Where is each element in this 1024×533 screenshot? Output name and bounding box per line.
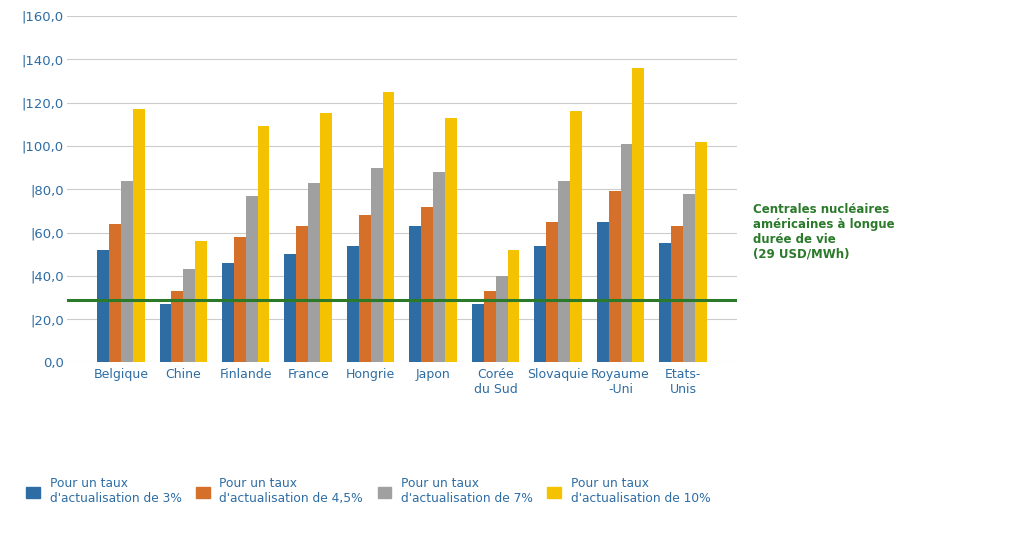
Bar	[633, 68, 644, 362]
Bar	[535, 246, 546, 362]
Bar	[472, 304, 483, 362]
Bar	[433, 172, 445, 362]
Bar	[410, 226, 421, 362]
Bar	[285, 254, 296, 362]
Bar	[483, 291, 496, 362]
Bar	[109, 224, 121, 362]
Bar	[133, 109, 144, 362]
Bar	[383, 92, 394, 362]
Bar	[558, 181, 570, 362]
Bar	[683, 193, 695, 362]
Bar	[358, 215, 371, 362]
Bar	[296, 226, 308, 362]
Bar	[171, 291, 183, 362]
Bar	[321, 114, 332, 362]
Bar	[183, 269, 196, 362]
Bar	[496, 276, 508, 362]
Text: Centrales nucléaires
américaines à longue
durée de vie
(29 USD/MWh): Centrales nucléaires américaines à longu…	[753, 203, 894, 261]
Bar	[121, 181, 133, 362]
Bar	[160, 304, 171, 362]
Bar	[222, 263, 233, 362]
Bar	[196, 241, 207, 362]
Bar	[570, 111, 582, 362]
Bar	[445, 118, 457, 362]
Bar	[695, 142, 707, 362]
Bar	[608, 191, 621, 362]
Bar	[621, 144, 633, 362]
Bar	[347, 246, 358, 362]
Bar	[246, 196, 258, 362]
Bar	[671, 226, 683, 362]
Bar	[546, 222, 558, 362]
Bar	[97, 250, 109, 362]
Bar	[308, 183, 321, 362]
Bar	[258, 126, 269, 362]
Bar	[233, 237, 246, 362]
Legend: Pour un taux
d'actualisation de 3%, Pour un taux
d'actualisation de 4,5%, Pour u: Pour un taux d'actualisation de 3%, Pour…	[22, 472, 715, 510]
Bar	[659, 244, 671, 362]
Bar	[371, 167, 383, 362]
Bar	[597, 222, 608, 362]
Bar	[421, 207, 433, 362]
Bar	[508, 250, 519, 362]
